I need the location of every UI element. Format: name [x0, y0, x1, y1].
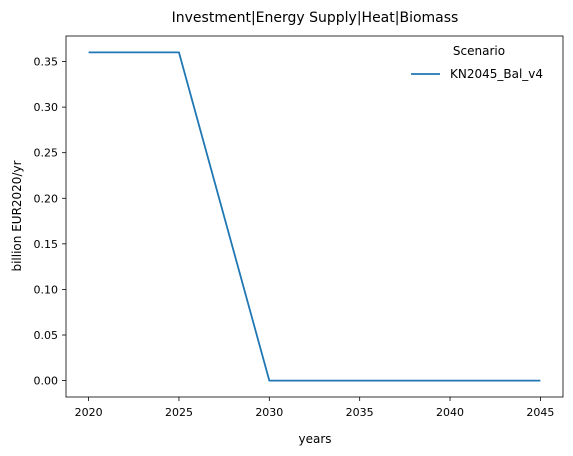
y-axis-label: billion EUR2020/yr	[10, 160, 24, 271]
y-tick-label-2: 0.10	[34, 283, 59, 296]
x-tick-label-5: 2045	[526, 406, 554, 419]
y-tick-label-1: 0.05	[34, 329, 59, 342]
legend: Scenario KN2045_Bal_v4	[411, 44, 543, 81]
x-tick-label-1: 2025	[165, 406, 193, 419]
x-tick-label-3: 2035	[346, 406, 374, 419]
y-tick-label-4: 0.20	[34, 192, 59, 205]
axes-frame	[65, 35, 564, 398]
x-axis-label: years	[298, 432, 331, 446]
y-tick-label-5: 0.25	[34, 147, 59, 160]
x-tick-label-4: 2040	[436, 406, 464, 419]
plot-area: 2020 2025 2030 2035 2040 2045 0.00 0.05 0.10 0.15…	[34, 35, 564, 419]
legend-label-kn2045-bal-v4: KN2045_Bal_v4	[450, 67, 543, 81]
y-tick-label-3: 0.15	[34, 238, 59, 251]
chart-title: Investment|Energy Supply|Heat|Biomass	[172, 10, 459, 26]
legend-title: Scenario	[453, 44, 505, 58]
x-tick-label-0: 2020	[75, 406, 103, 419]
y-tick-label-0: 0.00	[34, 375, 59, 388]
y-tick-label-7: 0.35	[34, 56, 59, 69]
y-tick-label-6: 0.30	[34, 101, 59, 114]
x-tick-label-2: 2030	[255, 406, 283, 419]
series-line-0	[88, 51, 541, 382]
